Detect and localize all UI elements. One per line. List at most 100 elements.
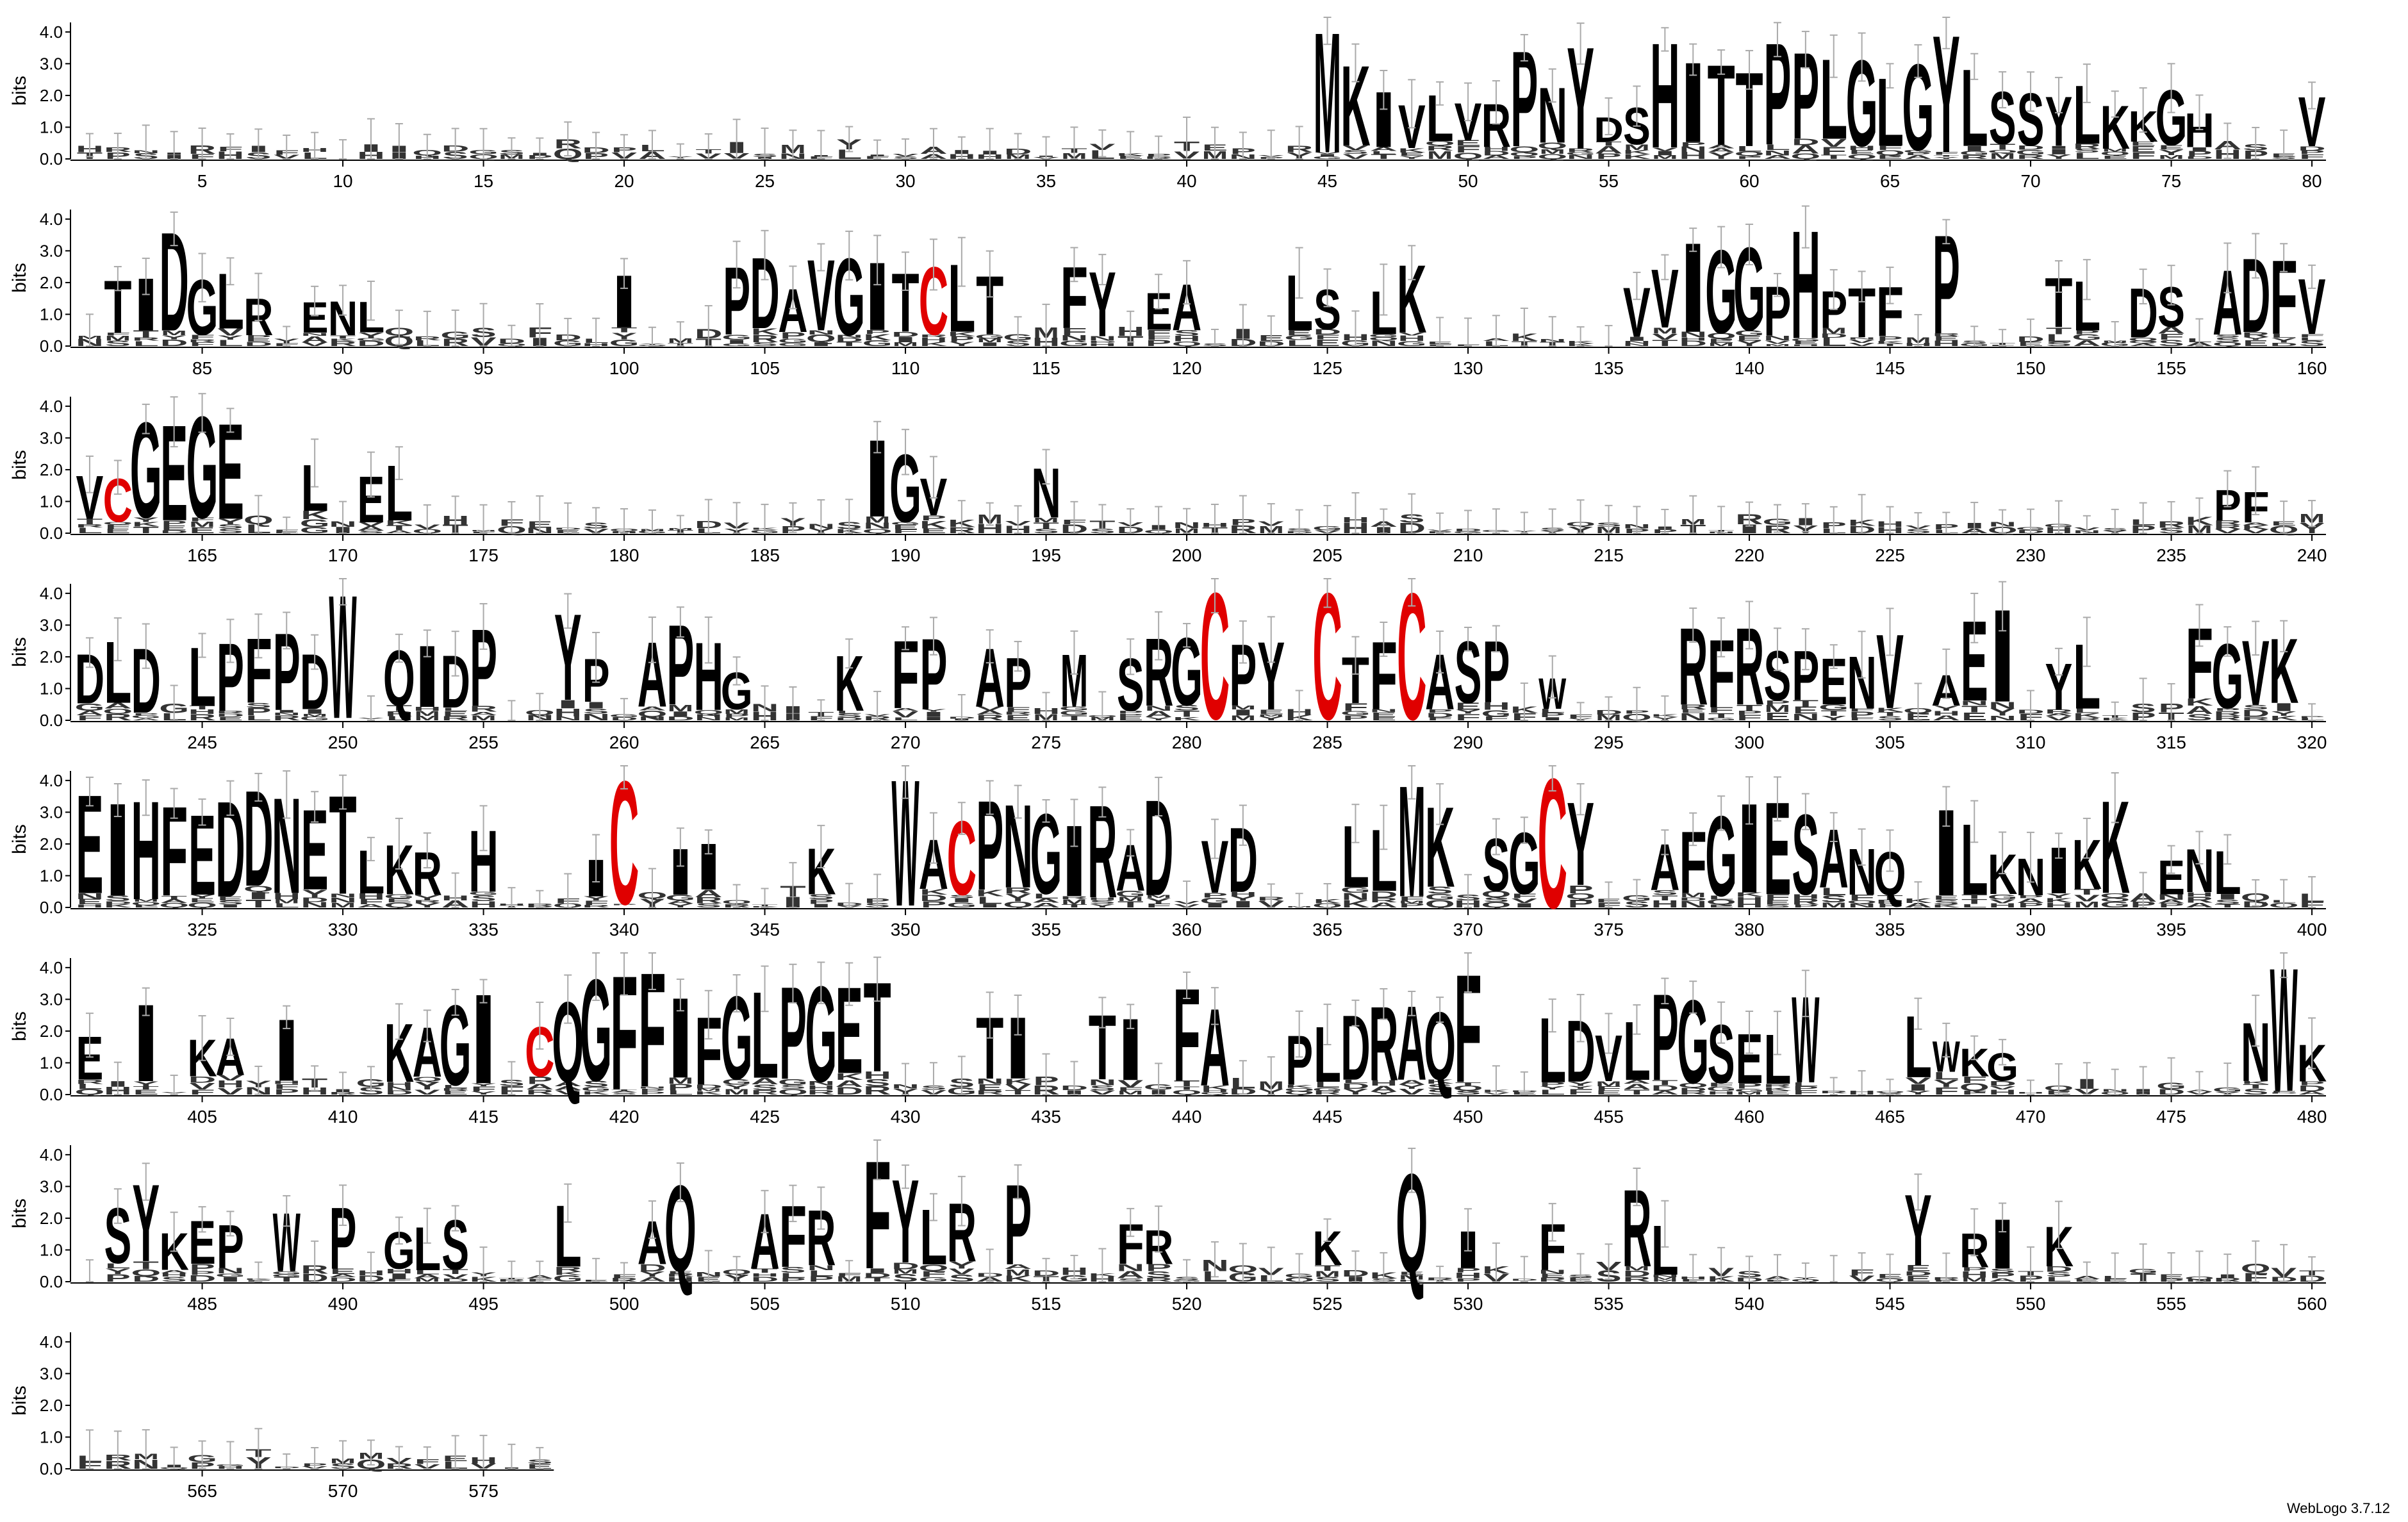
x-tick-label: 350: [891, 920, 921, 939]
logo-column-561: FL: [77, 1429, 103, 1471]
residue-letter: P: [949, 335, 975, 343]
residue-letter: I: [1961, 145, 1987, 153]
residue-letter: R: [329, 340, 357, 348]
y-tick-label: 1.0: [40, 679, 63, 698]
logo-column-156: AL: [2186, 318, 2213, 347]
logo-column-521: LN: [1201, 1241, 1229, 1285]
logo-column-557: RI: [2214, 1253, 2241, 1283]
y-tick-label: 2.0: [40, 460, 63, 479]
logo-column-543: [1829, 1255, 1838, 1282]
residue-letter: V: [1652, 332, 1678, 342]
logo-column-210: GD: [1453, 509, 1483, 534]
logo-column-150: ED: [2016, 318, 2045, 347]
logo-column-542: QY: [1790, 1262, 1820, 1282]
residue-letter: D: [1482, 150, 1510, 157]
y-tick-label: 4.0: [40, 584, 63, 603]
logo-column-545: QE: [1875, 1253, 1905, 1283]
x-tick-label: 170: [328, 545, 358, 565]
residue-letter: Q: [1453, 151, 1483, 161]
logo-column-2: PR: [104, 133, 132, 161]
logo-column-101: QY: [638, 326, 667, 347]
residue-letter: G: [2016, 149, 2046, 157]
residue-letter: N: [863, 521, 891, 531]
logo-column-34: MD: [1004, 133, 1032, 160]
residue-letter: E: [2158, 144, 2184, 151]
logo-column-1: TH: [76, 133, 104, 161]
logo-column-407: NY: [245, 1065, 272, 1097]
logo-column-215: MS: [1596, 504, 1622, 535]
logo-column-12: II: [386, 123, 412, 161]
residue-letter: P: [780, 330, 805, 341]
logo-column-21: AL: [638, 129, 666, 161]
residue-letter: K: [1623, 153, 1651, 160]
x-tick-label: 50: [1458, 171, 1478, 191]
logo-column-184: YV: [724, 502, 750, 534]
x-tick-label: 25: [755, 171, 775, 191]
y-axis-label: bits: [9, 1198, 30, 1228]
residue-letter: V: [1342, 153, 1368, 160]
logo-column-96: QD: [497, 324, 527, 347]
residue-letter: N: [1679, 331, 1707, 339]
residue-letter: Y: [133, 517, 159, 524]
y-tick-label: 3.0: [40, 54, 63, 73]
residue-letter: Y: [2243, 336, 2268, 341]
logo-column-14: SD: [441, 128, 469, 161]
x-tick-label: 250: [328, 732, 358, 752]
logo-column-217: PI: [1652, 508, 1678, 534]
x-tick-label: 225: [1875, 545, 1905, 565]
residue-letter: D: [2298, 145, 2326, 152]
residue-letter: Q: [1847, 153, 1877, 161]
residue-letter: M: [1820, 326, 1847, 335]
residue-letter: T: [1033, 521, 1059, 531]
residue-letter: A: [1707, 144, 1735, 149]
residue-letter: E: [921, 527, 946, 535]
logo-column-341: YQ: [638, 868, 667, 910]
residue-letter: Y: [358, 331, 384, 340]
residue-letter: S: [2214, 336, 2240, 343]
x-tick-label: 220: [1735, 545, 1765, 565]
x-tick-label: 415: [468, 1107, 499, 1127]
logo-column-538: FH: [1679, 1253, 1707, 1282]
residue-letter: G: [1959, 150, 1990, 156]
logo-column-314: PS: [2131, 677, 2156, 723]
logo-column-102: TM: [668, 321, 693, 347]
residue-letter: L: [2046, 332, 2072, 344]
residue-letter: T: [386, 524, 412, 532]
logo-column-556: NQ: [2184, 1250, 2214, 1282]
residue-letter: M: [2102, 148, 2128, 153]
residue-letter: A: [2157, 325, 2186, 336]
residue-letter: E: [1736, 335, 1762, 342]
logo-column-296: QP: [1622, 686, 1652, 722]
